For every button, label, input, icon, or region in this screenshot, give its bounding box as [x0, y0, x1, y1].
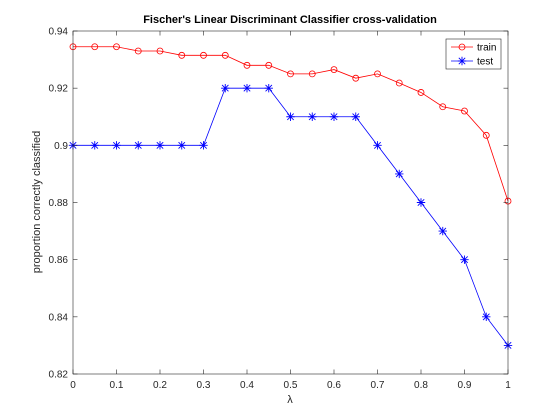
data-point-train	[156, 47, 164, 55]
axis-ticks: 0 0.1 0.2 0.3 0.4 0.5 0.6 0.7 0.8 0.9 1 0.82 0.84 0.8…	[49, 27, 512, 392]
y-tick-label: 0.94	[49, 27, 69, 38]
x-tick-label: 0	[70, 380, 76, 391]
legend: train test	[445, 38, 502, 70]
data-point-train	[330, 66, 338, 73]
data-point-test	[199, 141, 208, 150]
data-point-train	[134, 47, 142, 55]
data-point-train	[243, 61, 251, 69]
x-tick-label: 0.2	[153, 380, 167, 391]
data-point-test	[395, 169, 404, 179]
data-point-test	[90, 141, 99, 150]
data-point-train	[308, 70, 316, 78]
data-point-train	[287, 70, 294, 78]
data-point-train	[439, 103, 447, 111]
x-tick-label: 0.5	[284, 380, 298, 391]
data-point-test	[308, 112, 317, 121]
x-tick-label: 0.8	[414, 380, 428, 391]
x-tick-label: 1	[505, 380, 511, 391]
data-point-test	[438, 226, 447, 236]
plot-area	[73, 31, 508, 374]
data-point-test	[329, 112, 339, 121]
chart-title: Fischer's Linear Discriminant Classifier…	[143, 14, 437, 26]
data-point-test	[112, 141, 121, 150]
data-point-test	[482, 312, 491, 322]
data-point-test	[351, 112, 360, 121]
data-point-test	[155, 141, 165, 150]
y-tick-label: 0.92	[49, 84, 69, 95]
data-point-test	[134, 141, 143, 150]
y-tick-label: 0.86	[49, 255, 69, 266]
data-point-test	[221, 83, 230, 93]
data-point-train	[200, 51, 207, 59]
data-point-test	[264, 83, 273, 93]
data-point-train	[113, 43, 120, 51]
data-point-train	[221, 51, 229, 59]
data-point-train	[178, 51, 186, 59]
data-point-test	[460, 255, 469, 264]
x-tick-label: 0.3	[197, 380, 211, 391]
data-point-train	[482, 131, 490, 139]
x-tick-label: 0.6	[327, 380, 341, 391]
series-line-train	[73, 46, 509, 202]
data-point-test	[177, 141, 186, 150]
data-point-train	[395, 79, 403, 87]
y-tick-label: 0.9	[54, 141, 68, 152]
y-axis-label: proportion correctly classified	[31, 131, 43, 273]
legend-marker-test	[457, 56, 467, 66]
legend-label-train: train	[477, 43, 496, 54]
x-axis-label: λ	[287, 394, 293, 406]
legend-label-test: test	[477, 57, 493, 68]
data-point-train	[352, 74, 360, 82]
y-tick-label: 0.82	[49, 370, 69, 381]
legend-box	[445, 38, 502, 70]
data-point-train	[461, 107, 468, 115]
data-point-train	[417, 89, 425, 96]
x-tick-label: 0.7	[371, 380, 385, 391]
y-tick-label: 0.88	[49, 198, 69, 209]
data-point-train	[91, 43, 99, 51]
data-point-train	[374, 70, 381, 78]
data-point-train	[265, 61, 273, 69]
legend-marker-train	[458, 43, 466, 51]
data-point-test	[373, 141, 382, 150]
x-tick-label: 0.9	[458, 380, 472, 391]
x-tick-label: 0.1	[110, 380, 124, 391]
x-tick-label: 0.4	[240, 380, 254, 391]
data-point-test	[286, 112, 295, 121]
data-point-test	[416, 198, 426, 207]
data-point-test	[242, 83, 252, 93]
series-markers	[68, 43, 513, 350]
y-tick-label: 0.84	[49, 312, 69, 323]
